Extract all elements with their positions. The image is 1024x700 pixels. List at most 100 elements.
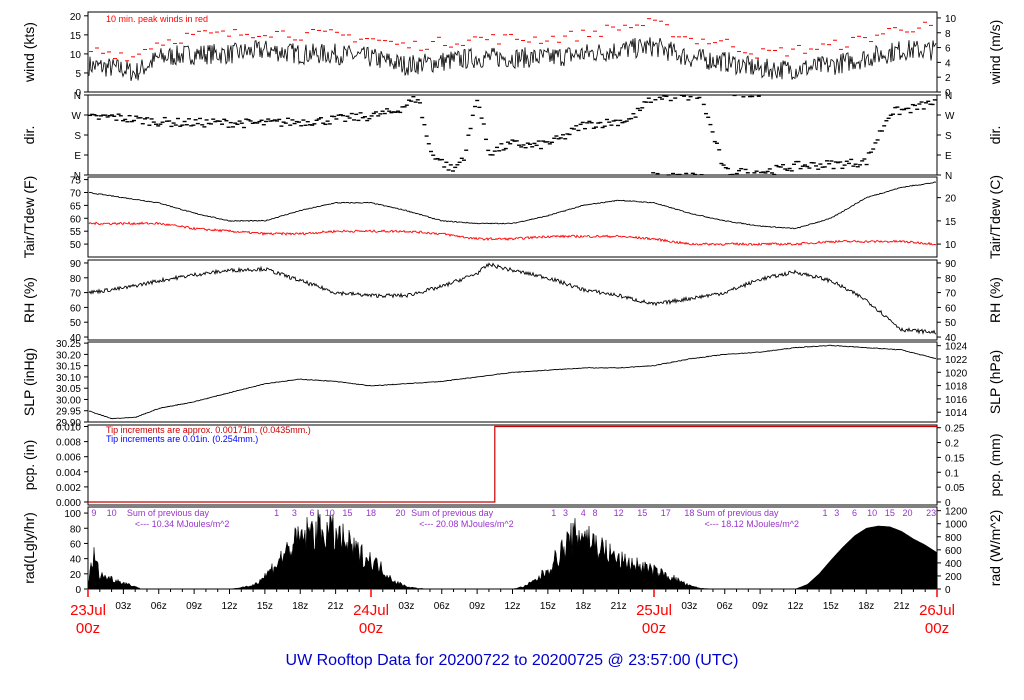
sun-hour-marker: 15: [342, 508, 352, 518]
y-axis-label: SLP (inHg): [21, 348, 37, 416]
y-tick-label: 30.10: [56, 373, 81, 384]
x-tick-label: 03z: [398, 601, 414, 612]
sun-hour-marker: 15: [885, 508, 895, 518]
x-tick-label: 18z: [858, 601, 874, 612]
x-tick-label: 18z: [292, 601, 308, 612]
sun-hour-marker: 9: [91, 508, 96, 518]
y-tick-label: 60: [70, 214, 82, 225]
y-axis-label: Tair/Tdew (F): [21, 176, 37, 258]
x-tick-label: 12z: [221, 601, 237, 612]
daily-total-value: <--- 10.34 MJoules/m^2: [135, 519, 230, 529]
panel-rad: 020406080100020040060080010001200rad(Lgl…: [21, 506, 1003, 596]
x-tick-label: 21z: [611, 601, 627, 612]
sun-hour-marker: 20: [395, 508, 405, 518]
y-tick-label-right: S: [945, 131, 952, 142]
y-axis-label-right: dir.: [987, 126, 1003, 145]
precip-series: [88, 425, 937, 503]
y-axis-label-right: rad (W/m^2): [987, 510, 1003, 587]
day-label-date: 25Jul: [636, 602, 672, 619]
x-tick-label: 12z: [504, 601, 520, 612]
y-tick-label-right: 1200: [945, 507, 968, 518]
sun-hour-marker: 10: [325, 508, 335, 518]
precip-annotation: Tip increments are 0.01in. (0.254mm.): [106, 434, 258, 444]
y-tick-label: S: [74, 131, 81, 142]
day-label-time: 00z: [925, 620, 949, 637]
y-tick-label: 0.000: [56, 498, 81, 509]
wind-speed-series: [88, 37, 937, 81]
y-tick-label-right: 15: [945, 217, 957, 228]
y-tick-label: 30.15: [56, 362, 81, 373]
y-tick-label-right: 4: [945, 58, 951, 69]
y-tick-label: 30.25: [56, 339, 81, 350]
y-tick-label-right: 6: [945, 44, 951, 55]
y-tick-label-right: 40: [945, 333, 957, 344]
temp-series-1: [88, 221, 937, 246]
y-tick-label-right: 10: [945, 240, 957, 251]
y-tick-label: 90: [70, 259, 82, 270]
y-tick-label-right: 0.2: [945, 439, 959, 450]
y-axis-label-right: RH (%): [987, 277, 1003, 323]
y-axis-label-right: pcp. (mm): [987, 434, 1003, 497]
panel-slp: 29.9029.9530.0030.0530.1030.1530.2030.25…: [21, 339, 1003, 429]
y-tick-label: 60: [70, 303, 82, 314]
day-label-time: 00z: [359, 620, 383, 637]
sun-hour-marker: 1: [274, 508, 279, 518]
y-tick-label-right: 20: [945, 194, 957, 205]
y-tick-label: W: [72, 111, 82, 122]
y-tick-label-right: 0.05: [945, 483, 965, 494]
panel-rh: 40 50 60 70 80 90 40 50 60 70 80 90 RH (%) RH (%): [21, 259, 1003, 344]
y-tick-label: 80: [70, 524, 82, 535]
panel-frame: [87, 176, 938, 258]
y-tick-label-right: 0.15: [945, 453, 965, 464]
y-tick-label: 29.90: [56, 418, 81, 429]
y-tick-label-right: 200: [945, 572, 962, 583]
y-tick-label: N: [74, 91, 81, 102]
x-tick-label: 21z: [328, 601, 344, 612]
x-tick-label: 15z: [823, 601, 839, 612]
y-tick-label: 0: [75, 585, 81, 596]
daily-total-label: Sum of previous day: [127, 508, 210, 518]
sun-hour-marker: 4: [581, 508, 586, 518]
y-tick-label-right: 1016: [945, 395, 968, 406]
x-tick-label: 09z: [186, 601, 202, 612]
y-tick-label-right: 0.1: [945, 468, 959, 479]
y-tick-label: 0.008: [56, 438, 81, 449]
y-tick-label: 0.010: [56, 423, 81, 434]
y-tick-label: 0: [75, 88, 81, 99]
y-tick-label: 20: [70, 570, 82, 581]
x-tick-label: 15z: [540, 601, 556, 612]
sun-hour-marker: 3: [292, 508, 297, 518]
x-tick-label: 06z: [434, 601, 450, 612]
y-tick-label-right: 10: [945, 14, 957, 25]
y-tick-label-right: W: [945, 111, 955, 122]
panel-frame: [87, 341, 938, 423]
x-tick-label: 06z: [151, 601, 167, 612]
y-tick-label: N: [74, 171, 81, 182]
y-tick-label-right: 70: [945, 289, 957, 300]
y-tick-label: 55: [70, 227, 82, 238]
sun-hour-marker: 18: [684, 508, 694, 518]
y-axis-label-right: Tair/Tdew (C): [987, 175, 1003, 259]
sun-hour-marker: 1: [822, 508, 827, 518]
panel-frame: [87, 259, 938, 341]
y-tick-label-right: 1018: [945, 382, 968, 393]
y-tick-label-right: N: [945, 171, 952, 182]
y-tick-label-right: 50: [945, 318, 957, 329]
y-tick-label-right: 0.25: [945, 424, 965, 435]
y-tick-label-right: 8: [945, 29, 951, 40]
y-tick-label: 15: [70, 31, 82, 42]
x-tick-label: 15z: [257, 601, 273, 612]
y-tick-label: 70: [70, 289, 82, 300]
y-axis-label-right: SLP (hPa): [987, 350, 1003, 414]
sun-hour-marker: 8: [593, 508, 598, 518]
sun-hour-marker: 10: [867, 508, 877, 518]
daily-total-label: Sum of previous day: [411, 508, 494, 518]
y-tick-label: 0.002: [56, 483, 81, 494]
sun-hour-marker: 3: [834, 508, 839, 518]
time-axis: 03z 06z 09z 12z 15z 18z 21z 03z 06z 09z 12z 15z 18z 2…: [70, 589, 955, 637]
y-tick-label: 5: [75, 69, 81, 80]
day-label-time: 00z: [76, 620, 100, 637]
y-tick-label: E: [74, 151, 81, 162]
